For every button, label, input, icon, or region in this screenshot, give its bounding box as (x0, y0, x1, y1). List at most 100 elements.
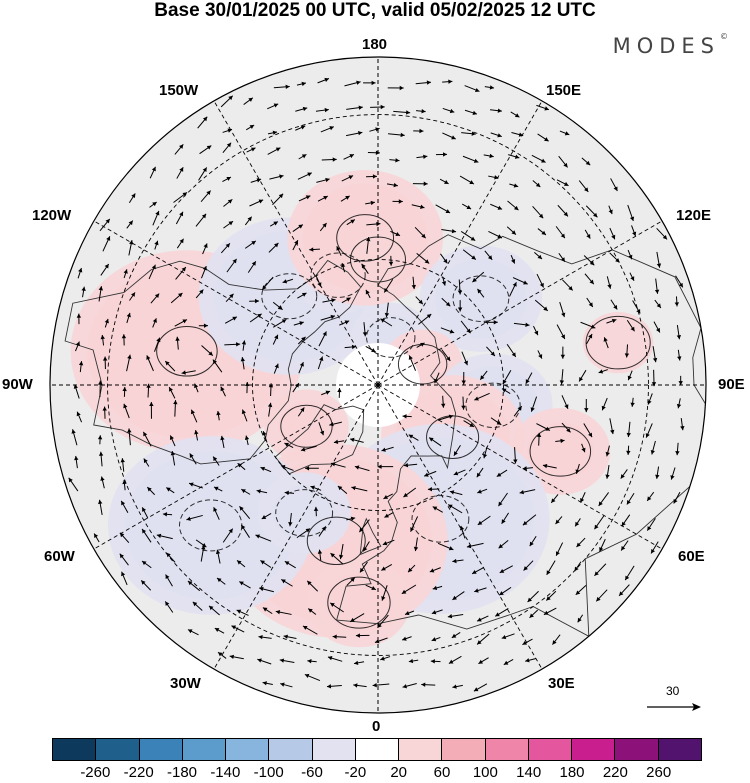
wind-arrow (441, 297, 451, 307)
contour-ring (261, 273, 318, 320)
wind-arrow (610, 299, 618, 310)
wind-arrow (512, 277, 528, 285)
contour-ring (585, 315, 651, 370)
wind-arrow (170, 292, 183, 304)
wind-arrow (389, 158, 400, 163)
wind-arrow (310, 485, 322, 491)
wind-arrow (246, 147, 256, 153)
wind-arrow (173, 400, 178, 417)
contour-ring (529, 426, 592, 477)
wind-arrow (255, 534, 272, 542)
wind-arrow (297, 336, 306, 345)
wind-arrow (581, 157, 591, 166)
wind-arrow (626, 421, 631, 438)
wind-arrow (556, 324, 566, 340)
wind-arrow (546, 560, 556, 576)
wind-arrow (280, 682, 293, 688)
wind-arrow (576, 537, 586, 548)
wind-arrow (605, 464, 610, 479)
wind-arrow (213, 506, 220, 520)
wind-arrow (229, 654, 244, 660)
wind-arrow (529, 609, 539, 619)
wind-arrow (260, 466, 272, 473)
wind-arrow (583, 255, 595, 266)
wind-arrow (304, 673, 321, 682)
wind-arrow (222, 176, 232, 183)
coastline (274, 404, 365, 475)
wind-arrow (344, 344, 357, 350)
wind-arrow (490, 108, 502, 113)
wind-arrow (646, 518, 656, 531)
wind-arrow (629, 272, 635, 282)
wind-arrow (381, 563, 393, 571)
wind-arrow (502, 370, 512, 385)
wind-arrow (558, 155, 568, 168)
wind-arrow (575, 463, 580, 474)
wind-arrow (402, 636, 412, 641)
wind-arrow (119, 532, 130, 544)
wind-arrow (620, 540, 629, 551)
anomaly-level (264, 389, 349, 464)
colorbar-swatch (657, 739, 701, 760)
wind-arrow (656, 251, 662, 268)
contour-ring (275, 489, 334, 537)
wind-arrow (529, 535, 537, 547)
wind-arrow (217, 651, 227, 659)
wind-arrow (471, 566, 485, 575)
wind-arrow (68, 477, 79, 492)
wind-arrow (174, 144, 184, 155)
wind-arrow (476, 633, 490, 645)
wind-arrow (317, 195, 329, 202)
wind-arrow (284, 560, 296, 569)
wind-arrow (498, 586, 512, 596)
wind-arrow (241, 340, 247, 351)
wind-arrow (354, 465, 370, 472)
wind-arrow (510, 111, 520, 118)
wind-arrow (74, 455, 79, 469)
wind-arrow (403, 463, 418, 468)
wind-arrow (486, 346, 496, 357)
wind-arrow (231, 625, 245, 633)
wind-arrow (337, 388, 342, 398)
wind-arrow (484, 250, 493, 261)
wind-arrow (459, 175, 475, 185)
wind-arrow (102, 406, 107, 419)
wind-arrow (215, 549, 221, 564)
wind-arrow (293, 321, 304, 326)
wind-arrow (244, 240, 257, 249)
wind-arrow (532, 180, 541, 188)
lon-label-180: 180 (362, 36, 388, 53)
wind-arrow (575, 585, 587, 596)
wind-arrow (279, 658, 295, 663)
wind-arrow (208, 605, 220, 616)
wind-arrow (321, 390, 331, 396)
wind-arrow (416, 253, 430, 264)
wind-arrow (380, 318, 393, 327)
wind-arrow (189, 453, 197, 465)
wind-arrow (381, 585, 388, 601)
wind-arrow (256, 489, 268, 494)
wind-arrow (556, 179, 569, 187)
wind-arrow (673, 491, 681, 504)
wind-arrow (473, 683, 488, 692)
wind-arrow (603, 337, 609, 349)
wind-arrow (677, 349, 682, 361)
wind-arrow (241, 488, 251, 495)
wind-arrow (476, 467, 484, 478)
wind-arrow (415, 296, 424, 305)
wind-arrow (365, 584, 377, 591)
contour-ring (280, 404, 333, 448)
wind-arrow (344, 80, 361, 87)
wind-arrow (174, 319, 188, 327)
wind-arrow (483, 320, 498, 325)
wind-arrow (307, 608, 317, 615)
wind-arrow (152, 318, 157, 328)
wind-arrow (599, 538, 606, 552)
wind-arrow (474, 392, 490, 401)
wind-arrow (490, 417, 502, 426)
wind-arrow (580, 321, 596, 329)
wind-arrow (478, 657, 489, 665)
wind-arrow (149, 201, 158, 208)
wind-arrow (511, 132, 524, 137)
wind-arrow (318, 526, 327, 537)
